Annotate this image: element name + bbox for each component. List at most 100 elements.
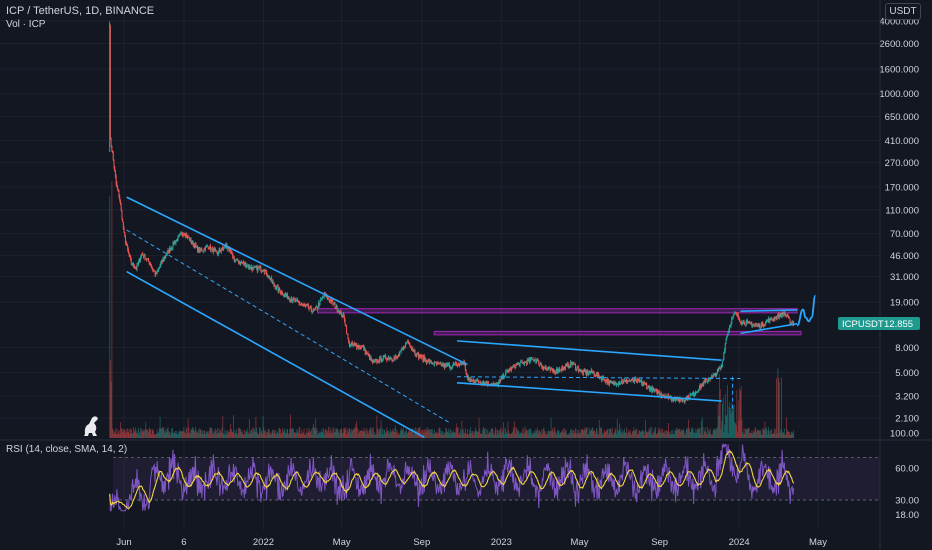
volume-bar	[147, 429, 149, 438]
volume-bar	[192, 427, 193, 438]
candle-body	[184, 234, 186, 237]
volume-bar	[300, 433, 301, 438]
candle-body	[700, 384, 702, 388]
volume-bar	[781, 431, 783, 438]
candle-body	[644, 382, 646, 384]
volume-bar	[755, 432, 757, 438]
candle-body	[540, 363, 542, 366]
volume-bar	[266, 431, 268, 438]
volume-bar	[432, 433, 434, 438]
volume-bar	[468, 433, 470, 438]
symbol-title[interactable]: ICP / TetherUS, 1D, BINANCE	[6, 5, 155, 17]
candle-body	[209, 245, 211, 249]
volume-bar	[554, 427, 556, 438]
volume-bar	[287, 434, 289, 438]
rsi-label[interactable]: RSI (14, close, SMA, 14, 2)	[6, 444, 128, 455]
candle-body	[761, 322, 763, 325]
volume-bar	[649, 430, 651, 438]
candle-body	[267, 276, 269, 278]
price-badge-box	[838, 317, 920, 330]
volume-bar	[349, 430, 351, 438]
candle-body	[708, 379, 710, 381]
candle-body	[142, 253, 144, 256]
candle-body	[343, 314, 345, 317]
candle-body	[163, 256, 165, 260]
volume-bar	[191, 428, 193, 438]
candle-body	[210, 247, 212, 250]
candle-body	[603, 376, 605, 380]
volume-bar	[305, 434, 307, 438]
volume-bar	[133, 429, 135, 438]
volume-bar	[211, 428, 213, 438]
candle-body	[128, 252, 130, 256]
volume-bar	[414, 431, 416, 438]
volume-bar	[601, 427, 602, 438]
candle-body	[153, 270, 155, 272]
candle-body	[685, 398, 687, 401]
volume-bar	[595, 433, 597, 438]
candle-body	[420, 355, 422, 358]
volume-bar	[394, 431, 396, 438]
candle-body	[639, 381, 641, 382]
volume-bar	[501, 428, 503, 438]
candle-body	[203, 248, 205, 251]
candle-body	[330, 299, 332, 303]
candle-body	[312, 308, 314, 312]
volume-bar	[750, 433, 751, 438]
candle-body	[138, 258, 140, 262]
volume-bar	[629, 432, 631, 438]
volume-bar	[116, 428, 118, 438]
candle-body	[342, 314, 344, 317]
volume-bar	[459, 429, 461, 438]
candle-body	[758, 324, 760, 327]
candle-body	[531, 358, 533, 360]
price-badge-value: 12.855	[884, 319, 913, 330]
candle-body	[227, 246, 229, 250]
currency-button[interactable]: USDT	[885, 3, 921, 20]
candle-body	[436, 363, 438, 365]
time-tick-label: 2024	[729, 537, 750, 548]
volume-bar	[616, 433, 618, 438]
candle-body	[423, 356, 425, 361]
volume-bar	[238, 427, 240, 438]
volume-bar	[529, 428, 531, 438]
volume-bar	[552, 428, 553, 438]
volume-bar	[222, 416, 224, 438]
candle-body	[546, 368, 548, 370]
candle-body	[381, 360, 383, 362]
volume-bar	[509, 433, 511, 438]
volume-bar	[517, 431, 519, 438]
trend-lines[interactable]	[126, 196, 817, 439]
volume-bar	[328, 433, 330, 438]
price-candles[interactable]	[109, 21, 795, 405]
candle-body	[315, 306, 317, 308]
volume-bar	[690, 431, 692, 438]
volume-bar	[523, 433, 525, 438]
candle-body	[682, 399, 684, 401]
candle-body	[276, 286, 278, 289]
volume-bar	[308, 427, 310, 438]
candle-body	[186, 234, 188, 238]
candle-body	[458, 364, 460, 366]
volume-bar	[667, 423, 669, 438]
candle-body	[534, 359, 536, 361]
price-tick-label: 8.000	[895, 343, 919, 354]
candle-body	[472, 379, 474, 381]
candle-body	[791, 322, 793, 324]
volume-bar	[381, 434, 383, 438]
volume-bar	[675, 428, 677, 438]
candle-body	[281, 292, 283, 294]
volume-bar	[258, 434, 260, 438]
candle-body	[698, 390, 700, 392]
volume-bar	[675, 430, 677, 438]
volume-bar	[188, 427, 190, 438]
candle-body	[401, 349, 403, 350]
candle-body	[284, 294, 286, 296]
volume-label[interactable]: Vol · ICP	[6, 19, 46, 30]
volume-bar	[201, 433, 203, 438]
candle-body	[470, 379, 472, 381]
candle-body	[194, 244, 196, 249]
candle-body	[747, 321, 749, 322]
